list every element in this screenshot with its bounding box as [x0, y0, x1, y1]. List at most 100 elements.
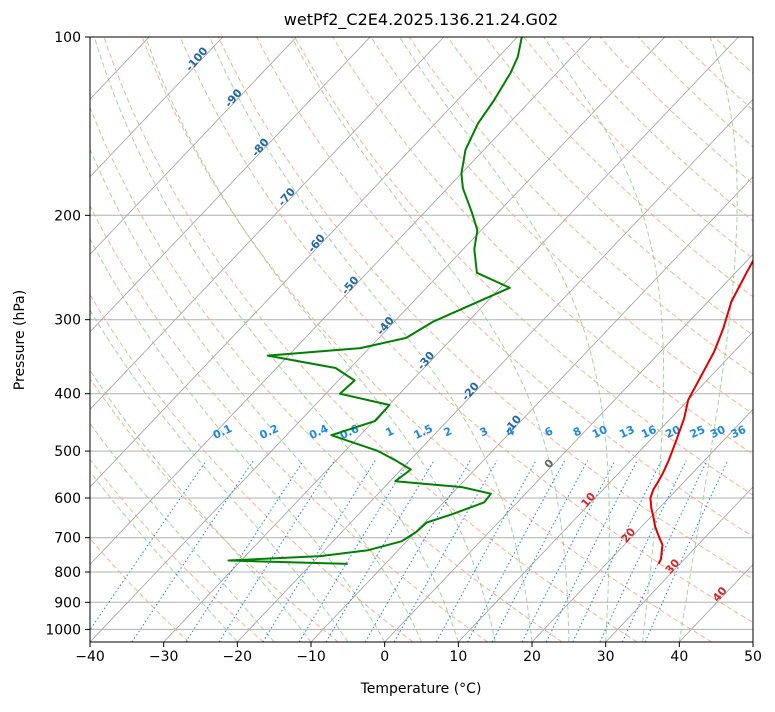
- y-tick-label: 300: [54, 313, 81, 329]
- moist-adiabat-line: [17, 37, 385, 642]
- y-tick-label: 1000: [45, 622, 81, 638]
- mixing-ratio-line: [468, 461, 565, 643]
- isotherm-line: [0, 37, 296, 642]
- x-tick-label: 0: [380, 649, 389, 665]
- mixing-ratio-line: [82, 461, 207, 643]
- isotherm-label: -70: [275, 185, 298, 209]
- x-tick-label: 20: [523, 649, 541, 665]
- x-tick-label: −30: [149, 649, 179, 665]
- mixing-ratio-label: 25: [688, 423, 707, 441]
- moist-adiabat-line: [0, 37, 348, 642]
- x-tick-label: 50: [744, 649, 762, 665]
- mixing-ratio-label: 0.4: [307, 422, 330, 442]
- y-tick-label: 400: [54, 387, 81, 403]
- temperature-profile: [650, 37, 775, 564]
- dry-adiabat-line: [562, 37, 775, 642]
- isotherm-line: [753, 37, 775, 642]
- dry-adiabat-line: [0, 37, 263, 642]
- mixing-ratio-line: [492, 461, 587, 643]
- mixing-ratio-line: [186, 461, 304, 643]
- y-tick-label: 200: [54, 208, 81, 224]
- isotherm-label: 0: [542, 456, 557, 470]
- isotherm-label: -40: [374, 314, 397, 338]
- moist-adiabat-label: 10: [579, 490, 599, 510]
- mixing-ratio-label: 2: [442, 425, 454, 440]
- dry-adiabat-line: [753, 37, 775, 642]
- isotherm-line: [90, 37, 665, 642]
- moist-adiabat-line: [146, 37, 496, 642]
- plot-frame: [90, 37, 753, 642]
- dry-adiabat-line: [524, 37, 775, 642]
- dry-adiabat-line: [409, 37, 775, 642]
- y-tick-label: 900: [54, 595, 81, 611]
- dry-adiabat-line: [486, 37, 775, 642]
- mixing-ratio-line: [546, 461, 637, 643]
- isotherm-line: [0, 37, 223, 642]
- y-axis-label: Pressure (hPa): [12, 290, 28, 390]
- moist-adiabat-line: [94, 37, 458, 642]
- dry-adiabat-line: [0, 37, 189, 642]
- x-tick-label: 30: [597, 649, 615, 665]
- mixing-ratio-label: 0.1: [211, 422, 234, 442]
- mixing-ratio-line: [394, 461, 497, 643]
- mixing-ratio-label: 0.2: [258, 422, 281, 442]
- x-tick-label: 40: [670, 649, 688, 665]
- isotherm-label: -90: [222, 86, 245, 110]
- moist-adiabat-label: 40: [710, 584, 730, 604]
- mixing-ratio-line: [573, 461, 662, 643]
- x-axis-label: Temperature (°C): [360, 681, 482, 697]
- dry-adiabat-line: [600, 37, 775, 642]
- mixing-ratio-line: [436, 461, 536, 643]
- x-tick-label: −40: [75, 649, 105, 665]
- dry-adiabat-line: [714, 37, 775, 642]
- y-tick-label: 500: [54, 444, 81, 460]
- isotherm-label: -100: [183, 44, 211, 74]
- moist-adiabat-line: [292, 37, 569, 642]
- chart-title: wetPf2_C2E4.2025.136.21.24.G02: [284, 10, 558, 30]
- isotherm-label: -50: [339, 273, 362, 297]
- mixing-ratio-label: 36: [729, 423, 749, 441]
- x-tick-label: −10: [296, 649, 326, 665]
- moist-adiabat-label: 30: [663, 556, 683, 576]
- y-tick-label: 600: [54, 491, 81, 507]
- isotherm-label: -30: [415, 349, 438, 373]
- mixing-ratio-label: 10: [590, 423, 610, 441]
- dry-adiabat-line: [142, 37, 712, 642]
- mixing-ratio-line: [132, 461, 253, 643]
- isotherm-line: [606, 37, 775, 642]
- moist-adiabat-line: [544, 37, 664, 642]
- x-tick-label: 10: [449, 649, 467, 665]
- x-tick-label: −20: [223, 649, 253, 665]
- mixing-ratio-label: 13: [617, 423, 636, 441]
- isotherm-line: [0, 37, 517, 642]
- dry-adiabat-line: [257, 37, 775, 642]
- dry-adiabat-line: [638, 37, 775, 642]
- isotherm-line: [0, 37, 370, 642]
- isotherm-label: -80: [249, 135, 272, 159]
- y-tick-label: 100: [54, 30, 81, 46]
- mixing-ratio-label: 6: [543, 424, 556, 439]
- isotherm-line: [532, 37, 775, 642]
- mixing-ratio-line: [365, 461, 470, 643]
- dewpoint-profile: [229, 37, 522, 564]
- isotherm-line: [385, 37, 775, 642]
- y-tick-label: 800: [54, 565, 81, 581]
- mixing-ratio-label: 1.5: [412, 422, 435, 442]
- mixing-ratio-label: 3: [478, 425, 490, 440]
- mixing-ratio-line: [645, 461, 728, 643]
- mixing-ratio-label: 16: [639, 423, 659, 441]
- isotherm-line: [16, 37, 591, 642]
- mixing-ratio-label: 8: [571, 425, 583, 440]
- isotherm-line: [0, 37, 2, 642]
- mixing-ratio-line: [326, 461, 434, 643]
- isotherm-label: -10: [501, 412, 524, 436]
- isotherm-label: -20: [459, 379, 482, 403]
- mixing-ratio-line: [600, 461, 686, 643]
- moist-adiabat-label: 20: [619, 525, 639, 545]
- y-tick-label: 700: [54, 531, 81, 547]
- dry-adiabat-line: [28, 37, 488, 642]
- mixing-ratio-label: 1: [384, 425, 396, 440]
